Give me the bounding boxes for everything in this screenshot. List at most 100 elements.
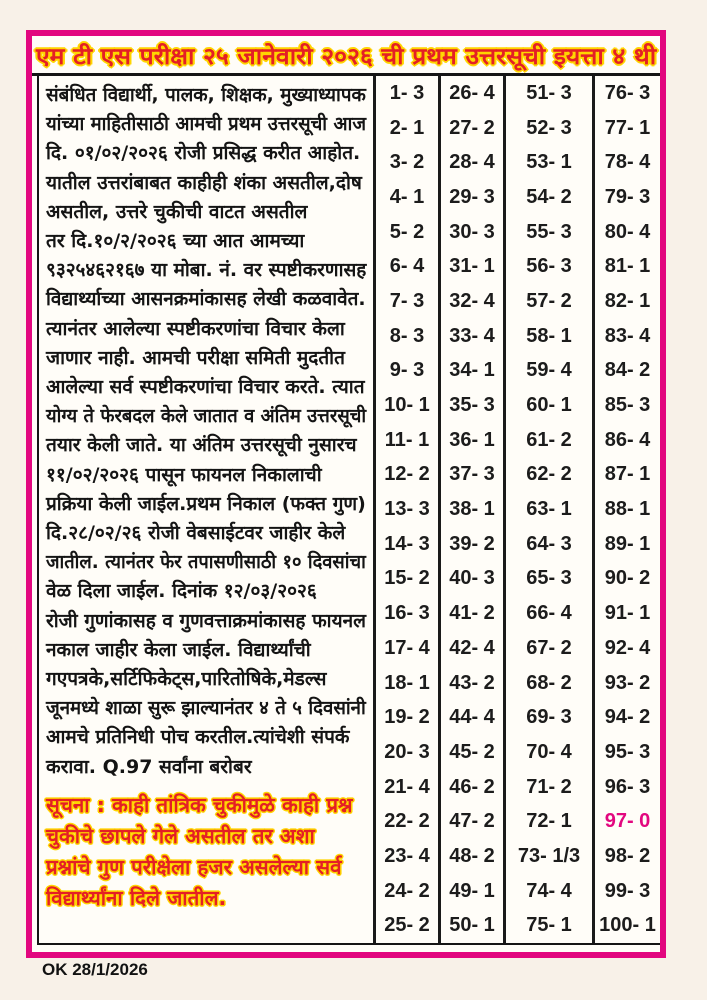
answer-cell: 73- 1/3 [517, 844, 581, 867]
text-line: तयार केली जाते. या अंतिम उत्तरसूची नुसार… [46, 434, 357, 457]
footer-date: OK 28/1/2026 [42, 960, 148, 979]
answer-cell: 6- 4 [389, 255, 425, 278]
answer-cell: 56- 3 [526, 255, 572, 278]
answer-cell: 77- 1 [604, 116, 651, 139]
body-text: संबंधित विद्यार्थी, पालक, शिक्षक, मुख्या… [39, 76, 373, 943]
text-line: गएपत्रके,सर्टिफिकेट्स,पारितोषिके,मेडल्स [46, 668, 327, 691]
answer-cell: 92- 4 [604, 636, 651, 659]
answer-cell: 11- 1 [384, 428, 430, 451]
answer-cell: 7- 3 [389, 289, 425, 312]
answer-cell: 33- 4 [449, 324, 495, 347]
answer-cell: 49- 1 [449, 879, 495, 902]
answer-cell: 95- 3 [604, 740, 651, 763]
answer-cell: 100- 1 [599, 914, 656, 937]
text-line: विद्यार्थ्याच्या आसनक्रमांकासह लेखी कळवा… [46, 288, 366, 311]
answer-cell: 38- 1 [449, 498, 495, 521]
answer-cell: 1- 3 [389, 81, 425, 104]
answer-cell: 89- 1 [604, 532, 651, 555]
answer-cell: 66- 4 [526, 602, 572, 625]
answer-cell: 85- 3 [604, 394, 651, 417]
text-line: प्रक्रिया केली जाईल.प्रथम निकाल (फक्त गु… [46, 492, 366, 515]
answer-cell: 17- 4 [384, 636, 430, 659]
notice-line: सूचना : काही तांत्रिक चुकीमुळे काही प्रश… [46, 792, 353, 817]
answer-cell: 12- 2 [384, 463, 430, 486]
text-line: आलेल्या सर्व स्पष्टीकरणांचा विचार करते. … [46, 376, 365, 399]
answer-cell: 79- 3 [604, 185, 651, 208]
text-line: ९३२५४६२१६७ या मोबा. नं. वर स्पष्टीकरणासह [46, 259, 367, 282]
text-line: करावा. Q.97 सर्वांना बरोबर [46, 755, 252, 778]
answer-cell: 21- 4 [384, 775, 430, 798]
answer-cell: 72- 1 [526, 810, 572, 833]
answer-cell: 90- 2 [604, 567, 651, 590]
answer-cell: 23- 4 [384, 844, 430, 867]
text-line: यांच्या माहितीसाठी आमची प्रथम उत्तरसूची … [46, 113, 366, 136]
answer-cell: 44- 4 [449, 706, 495, 729]
answer-cell: 48- 2 [449, 844, 495, 867]
answer-cell: 81- 1 [604, 255, 651, 278]
text-line: असतील, उत्तरे चुकीची वाटत असतील [46, 200, 308, 223]
answer-cell: 9- 3 [389, 359, 425, 382]
answer-cell: 43- 2 [449, 671, 495, 694]
answer-cell: 78- 4 [604, 151, 651, 174]
answer-cell: 51- 3 [526, 81, 572, 104]
answer-cell: 37- 3 [449, 463, 495, 486]
answer-cell: 64- 3 [526, 532, 572, 555]
answer-cell: 91- 1 [604, 602, 651, 625]
notice-line: चुकीचे छापले गेले असतील तर अशा [46, 823, 315, 848]
text-line: तर दि.१०/२/२०२६ च्या आत आमच्या [46, 230, 305, 253]
answer-cell: 74- 4 [526, 879, 572, 902]
text-line: योग्य ते फेरबदल केले जातात व अंतिम उत्तर… [46, 405, 367, 428]
answer-cell: 84- 2 [604, 359, 651, 382]
text-line: यातील उत्तरांबाबत काहीही शंका असतील,दोष [46, 171, 362, 194]
answer-cell: 68- 2 [526, 671, 572, 694]
answer-cell: 50- 1 [449, 914, 495, 937]
answer-cell: 57- 2 [526, 289, 572, 312]
answer-cell: 47- 2 [449, 810, 495, 833]
notice-line: विद्यार्थ्यांना दिले जातील. [46, 885, 227, 910]
answer-cell: 5- 2 [389, 220, 425, 243]
answer-cell: 61- 2 [526, 428, 572, 451]
answer-cell: 27- 2 [449, 116, 495, 139]
answer-cell: 42- 4 [449, 636, 495, 659]
answer-cell: 99- 3 [604, 879, 651, 902]
text-line: त्यानंतर आलेल्या स्पष्टीकरणांचा विचार के… [46, 317, 345, 340]
answer-cell: 76- 3 [604, 81, 651, 104]
answer-cell: 36- 1 [449, 428, 495, 451]
answer-cell: 19- 2 [384, 706, 430, 729]
answer-cell: 52- 3 [526, 116, 572, 139]
text-line: वेळ दिला जाईल. दिनांक १२/०३/२०२६ [46, 580, 317, 603]
text-line: नकाल जाहीर केला जाईल. विद्यार्थ्यांची [46, 638, 311, 661]
text-line: दि.२८/०२/२६ रोजी वेबसाईटवर जाहीर केले [46, 522, 346, 545]
answer-cell: 69- 3 [526, 706, 572, 729]
answer-cell: 13- 3 [384, 498, 430, 521]
answer-key-table: 1- 3 2- 1 3- 2 4- 1 5- 2 6- 4 7- 3 8- 3 9- 3 10- … [373, 76, 660, 943]
answer-cell: 24- 2 [384, 879, 430, 902]
body-text-lines: संबंधित विद्यार्थी, पालक, शिक्षक, मुख्या… [46, 81, 366, 782]
answer-cell: 3- 2 [389, 151, 425, 174]
notice-line: प्रश्नांचे गुण परीक्षेला हजर असलेल्या सर… [46, 854, 342, 879]
answer-column: 76- 3 77- 1 78- 4 79- 3 80- 4 81- 1 82- 1 83- 4… [592, 76, 660, 943]
answer-cell: 29- 3 [449, 185, 495, 208]
text-line: रोजी गुणांकासह व गुणवत्ताक्रमांकासह फायन… [46, 609, 366, 632]
answer-cell: 94- 2 [604, 706, 651, 729]
text-line: ११/०२/२०२६ पासून फायनल निकालाची [46, 463, 322, 486]
answer-cell: 46- 2 [449, 775, 495, 798]
text-line: जूनमध्ये शाळा सुरू झाल्यानंतर ४ ते ५ दिव… [46, 697, 366, 720]
answer-cell: 71- 2 [526, 775, 572, 798]
answer-cell: 32- 4 [449, 289, 495, 312]
answer-cell: 25- 2 [384, 914, 430, 937]
answer-cell: 62- 2 [526, 463, 572, 486]
notice-sheet: एम टी एस परीक्षा २५ जानेवारी २०२६ ची प्र… [26, 30, 666, 958]
page-title: एम टी एस परीक्षा २५ जानेवारी २०२६ ची प्र… [35, 43, 657, 70]
answer-cell: 75- 1 [526, 914, 572, 937]
answer-cell: 63- 1 [526, 498, 572, 521]
answer-cell: 31- 1 [449, 255, 495, 278]
answer-cell: 41- 2 [449, 602, 495, 625]
answer-cell: 40- 3 [449, 567, 495, 590]
correction-notice: सूचना : काही तांत्रिक चुकीमुळे काही प्रश… [46, 790, 366, 914]
answer-column: 51- 3 52- 3 53- 1 54- 2 55- 3 56- 3 57- 2 58- 1… [503, 76, 592, 943]
answer-cell: 67- 2 [526, 636, 572, 659]
answer-cell: 58- 1 [526, 324, 572, 347]
answer-cell: 39- 2 [449, 532, 495, 555]
answer-cell: 83- 4 [604, 324, 651, 347]
